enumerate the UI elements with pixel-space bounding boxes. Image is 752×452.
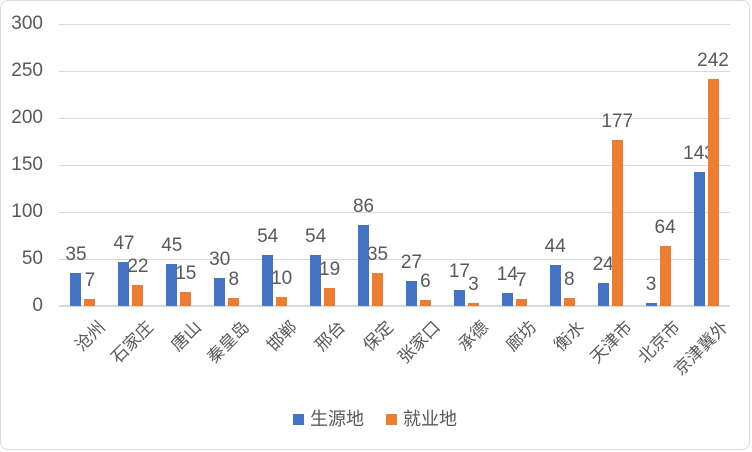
data-label: 19 (319, 259, 341, 281)
bar-employment (132, 285, 144, 306)
bar-origin (118, 261, 130, 306)
legend-label-employment: 就业地 (403, 409, 457, 429)
bar-origin (70, 273, 82, 306)
bar-employment (515, 299, 527, 306)
bar-origin (262, 255, 274, 306)
bar-employment (180, 291, 192, 306)
data-label: 8 (563, 269, 575, 291)
data-label: 10 (271, 267, 293, 289)
data-label: 27 (400, 251, 423, 273)
data-label: 15 (175, 262, 197, 284)
y-axis-tick-label: 250 (11, 60, 43, 81)
bar-origin (597, 283, 609, 306)
data-label: 8 (228, 269, 240, 291)
legend-label-origin: 生源地 (310, 409, 364, 429)
bar-employment (228, 298, 240, 306)
data-label: 143 (683, 142, 715, 164)
bar-origin (645, 303, 657, 306)
x-axis-category-text: 邯郸 (263, 317, 301, 356)
x-axis-category-text: 承德 (454, 317, 493, 356)
bar-employment (707, 78, 719, 306)
bar-origin (310, 255, 322, 306)
data-label: 6 (420, 271, 431, 293)
bar-employment (659, 245, 671, 306)
y-axis-tick-label: 100 (11, 201, 43, 222)
data-label: 22 (127, 256, 149, 278)
bar-origin (358, 225, 370, 306)
bar-employment (84, 299, 96, 306)
data-label: 86 (352, 196, 375, 218)
data-label: 24 (592, 254, 614, 276)
data-label: 17 (448, 261, 470, 283)
bar-origin (501, 292, 513, 306)
bar-origin (549, 264, 561, 306)
x-axis-category-text: 张家口 (394, 317, 445, 368)
data-label: 54 (257, 226, 279, 248)
x-axis-category-text: 邢台 (311, 317, 349, 356)
bar-origin (405, 280, 417, 306)
x-axis-category-text: 秦皇岛 (203, 317, 253, 368)
y-axis-tick-label: 50 (21, 248, 43, 269)
data-label: 3 (645, 274, 657, 296)
data-label: 45 (161, 234, 183, 256)
y-axis-tick-label: 150 (11, 154, 43, 175)
gridline (59, 165, 730, 166)
data-label: 7 (516, 270, 527, 292)
bar-origin (166, 263, 178, 306)
gridline (59, 71, 730, 72)
y-axis-tick-label: 0 (32, 295, 43, 316)
legend-swatch-origin (293, 413, 304, 425)
gridline (59, 24, 730, 25)
bar-employment (372, 273, 384, 306)
x-axis-category-text: 天津市 (586, 317, 637, 368)
data-label: 35 (366, 244, 389, 266)
bar-origin (693, 171, 705, 306)
gridline (59, 212, 730, 213)
chart-legend: 生源地 就业地 (1, 409, 749, 429)
y-axis-tick-label: 200 (11, 107, 43, 128)
x-axis-category-text: 石家庄 (107, 317, 157, 368)
legend-swatch-employment (386, 413, 397, 425)
x-axis-line (59, 305, 730, 307)
gridline (59, 118, 730, 119)
y-axis-tick-label: 300 (11, 13, 43, 34)
bar-employment (611, 139, 623, 306)
bar-employment (276, 296, 288, 306)
data-label: 242 (697, 49, 729, 71)
bar-origin (214, 277, 226, 306)
bar-employment (467, 303, 479, 306)
data-label: 44 (544, 235, 566, 257)
bar-employment (563, 298, 575, 306)
data-label: 3 (468, 274, 479, 296)
bar-employment (419, 300, 431, 306)
data-label: 54 (305, 226, 327, 248)
data-label: 64 (654, 216, 676, 238)
x-axis-category-text: 廊坊 (502, 317, 541, 356)
legend-item-origin: 生源地 (293, 409, 364, 429)
data-label: 30 (209, 248, 231, 270)
gridline (59, 259, 730, 260)
bar-origin (453, 290, 465, 306)
data-label: 35 (65, 244, 87, 266)
legend-item-employment: 就业地 (386, 409, 457, 429)
data-label: 177 (601, 110, 634, 132)
bar-employment (324, 288, 336, 306)
data-label: 47 (113, 232, 135, 254)
data-label: 14 (496, 263, 518, 285)
data-label: 7 (84, 270, 96, 292)
